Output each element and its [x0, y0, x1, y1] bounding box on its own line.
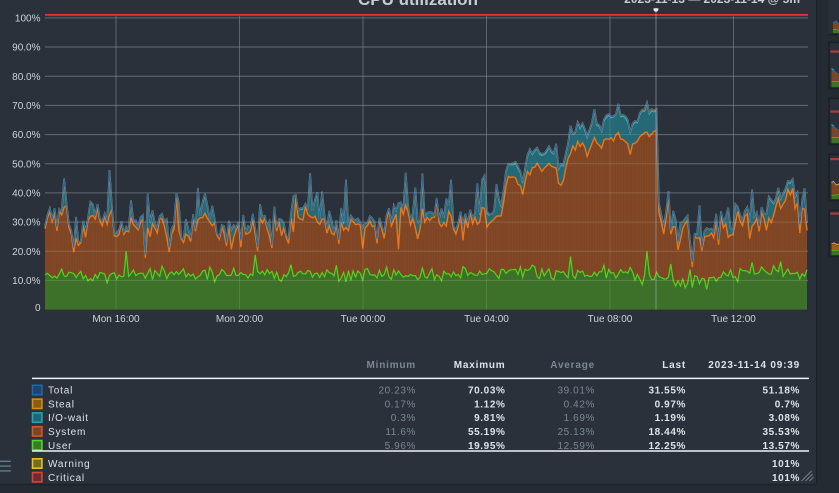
svg-text:30.0%: 30.0%: [12, 218, 40, 229]
svg-text:70.03%: 70.03%: [468, 386, 506, 397]
svg-text:0: 0: [35, 303, 41, 314]
svg-text:Tue 12:00: Tue 12:00: [711, 314, 756, 325]
svg-text:0.17%: 0.17%: [385, 399, 416, 410]
svg-text:Steal: Steal: [48, 399, 75, 410]
svg-text:2023-11-13 — 2023-11-14 @ 5m: 2023-11-13 — 2023-11-14 @ 5m: [624, 0, 800, 6]
svg-text:19.95%: 19.95%: [468, 441, 506, 452]
svg-text:Tue 00:00: Tue 00:00: [341, 314, 386, 325]
svg-text:39.01%: 39.01%: [557, 386, 595, 397]
svg-text:5.96%: 5.96%: [385, 441, 416, 452]
svg-text:101%: 101%: [772, 459, 800, 470]
svg-text:Critical: Critical: [48, 473, 85, 484]
svg-text:18.44%: 18.44%: [648, 427, 686, 438]
svg-text:Total: Total: [48, 386, 73, 397]
svg-text:70.0%: 70.0%: [12, 101, 40, 112]
svg-text:40.0%: 40.0%: [12, 189, 40, 200]
svg-text:80.0%: 80.0%: [12, 72, 40, 83]
svg-text:12.59%: 12.59%: [557, 441, 595, 452]
svg-text:60.0%: 60.0%: [12, 130, 40, 141]
svg-text:1.69%: 1.69%: [564, 413, 595, 424]
svg-text:0.97%: 0.97%: [655, 399, 686, 410]
svg-text:55.19%: 55.19%: [468, 427, 506, 438]
svg-text:1.19%: 1.19%: [655, 413, 686, 424]
svg-text:Last: Last: [662, 360, 686, 371]
svg-text:CPU utilization: CPU utilization: [358, 0, 478, 9]
svg-text:Minimum: Minimum: [367, 360, 417, 371]
svg-text:100%: 100%: [15, 14, 41, 25]
svg-text:90.0%: 90.0%: [12, 43, 40, 54]
svg-text:0.7%: 0.7%: [775, 399, 800, 410]
svg-text:10.0%: 10.0%: [12, 276, 40, 287]
svg-text:11.6%: 11.6%: [385, 427, 416, 438]
svg-text:Maximum: Maximum: [454, 360, 506, 371]
svg-text:0.42%: 0.42%: [564, 399, 595, 410]
svg-text:2023-11-14 09:39: 2023-11-14 09:39: [708, 360, 800, 371]
svg-text:Mon 20:00: Mon 20:00: [216, 314, 264, 325]
svg-text:101%: 101%: [772, 473, 800, 484]
svg-text:Tue 08:00: Tue 08:00: [588, 314, 633, 325]
svg-text:35.53%: 35.53%: [762, 427, 800, 438]
svg-text:31.55%: 31.55%: [648, 386, 686, 397]
svg-text:User: User: [48, 441, 72, 452]
svg-text:20.0%: 20.0%: [12, 247, 40, 258]
svg-text:1.12%: 1.12%: [474, 399, 505, 410]
svg-text:12.25%: 12.25%: [648, 441, 686, 452]
svg-text:50.0%: 50.0%: [12, 159, 40, 170]
svg-text:Mon 16:00: Mon 16:00: [92, 314, 140, 325]
svg-text:3.08%: 3.08%: [769, 413, 800, 424]
svg-text:25.13%: 25.13%: [557, 427, 595, 438]
svg-text:9.81%: 9.81%: [474, 413, 505, 424]
svg-text:20.23%: 20.23%: [378, 386, 416, 397]
svg-text:Tue 04:00: Tue 04:00: [464, 314, 509, 325]
svg-text:13.57%: 13.57%: [762, 441, 800, 452]
svg-text:51.18%: 51.18%: [762, 386, 800, 397]
svg-text:I/O-wait: I/O-wait: [48, 413, 89, 424]
svg-text:System: System: [48, 427, 86, 438]
svg-text:Warning: Warning: [48, 459, 90, 470]
svg-text:Average: Average: [550, 360, 595, 371]
svg-text:0.3%: 0.3%: [391, 413, 416, 424]
